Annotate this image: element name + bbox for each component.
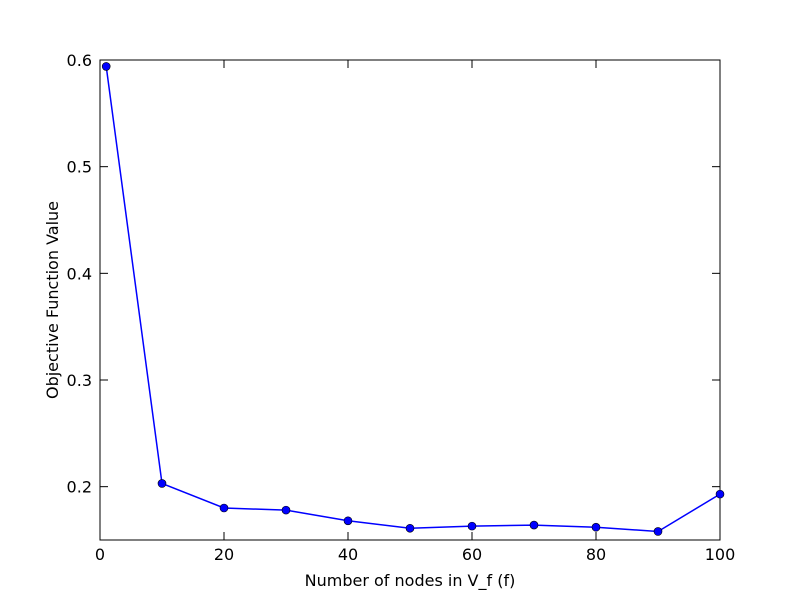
axis-ticks: 0 20 40 60 80 100 0.2 0.3 0.4 0.5 0.6 [67,51,736,564]
x-tick-label: 100 [705,545,736,564]
data-point [467,521,477,531]
x-tick-label: 80 [586,545,606,564]
x-tick-label: 20 [214,545,234,564]
y-axis-label: Objective Function Value [43,201,62,399]
plot-frame [99,59,721,541]
data-point [405,523,415,533]
data-point [653,527,663,536]
y-tick-label: 0.2 [67,478,92,497]
y-tick-label: 0.5 [67,158,92,177]
series-group [101,62,725,536]
data-point [281,505,291,515]
x-tick-label: 0 [95,545,105,564]
y-tick-label: 0.3 [67,371,92,390]
data-point [101,62,111,71]
x-axis-label: Number of nodes in V_f (f) [305,571,516,591]
data-point [219,503,229,513]
data-point [715,489,725,499]
x-tick-label: 40 [338,545,358,564]
y-tick-label: 0.4 [67,264,92,283]
y-tick-label: 0.6 [67,51,92,70]
data-point [157,479,167,488]
plot-area [99,59,721,541]
data-point [529,520,539,530]
data-point [591,522,601,532]
x-tick-label: 60 [462,545,482,564]
data-point [343,516,353,526]
